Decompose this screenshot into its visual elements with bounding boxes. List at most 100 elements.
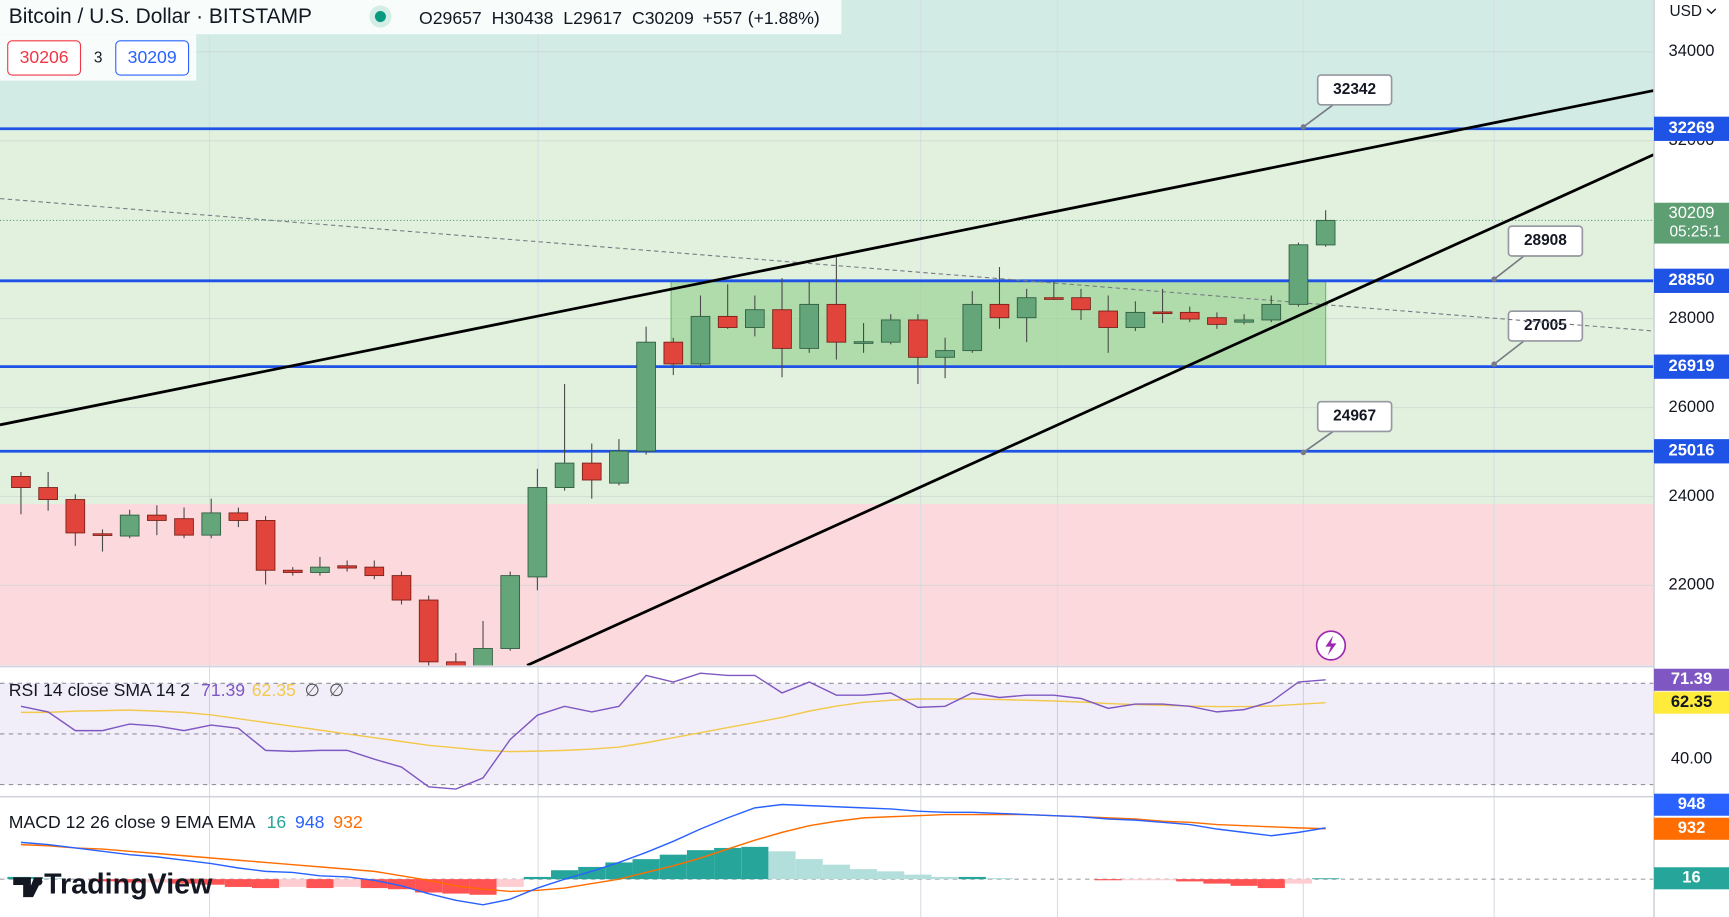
rsi-line bbox=[20, 672, 1326, 790]
candle-body bbox=[989, 303, 1010, 319]
macd-legend: MACD 12 26 close 9 EMA EMA 16 948 932 bbox=[9, 812, 363, 832]
candle-body bbox=[1288, 244, 1309, 305]
macd-value-label: 16 bbox=[1682, 868, 1700, 887]
callout-anchor bbox=[1300, 449, 1307, 456]
candle-body bbox=[446, 661, 466, 666]
callout-box bbox=[1316, 400, 1393, 433]
ohlc-value: 29657 bbox=[433, 7, 482, 27]
ask[interactable]: 30209 bbox=[128, 47, 177, 67]
rsi-tick-label: 40.00 bbox=[1671, 749, 1712, 768]
candle-body bbox=[119, 514, 140, 537]
ohlc-legend: O29657 H30438 L29617 C30209 +557 (+1.88%) bbox=[419, 7, 820, 27]
y-tick-label: 26000 bbox=[1669, 397, 1715, 416]
candle-body bbox=[38, 487, 58, 501]
rsi-extra: ∅ bbox=[329, 679, 344, 699]
macd-histogram-bar bbox=[88, 879, 117, 882]
change-pct: (+1.88%) bbox=[748, 7, 820, 27]
channel-top bbox=[0, 89, 1655, 427]
macd-histogram-bar bbox=[877, 871, 905, 880]
callout-label: 27005 bbox=[1524, 317, 1567, 334]
candle-body bbox=[799, 303, 820, 349]
ohlc-value: 29617 bbox=[573, 7, 622, 27]
macd-histogram-bar bbox=[578, 866, 606, 880]
rsi-pane bbox=[0, 672, 1655, 790]
macd-histogram-bar bbox=[143, 879, 171, 883]
callout-anchor bbox=[1491, 276, 1497, 282]
macd-histogram-bar bbox=[252, 879, 280, 889]
candles bbox=[11, 210, 1336, 666]
branding: TradingView bbox=[44, 869, 213, 901]
price-label: 30209 bbox=[1669, 203, 1715, 222]
level-label-bg bbox=[1654, 354, 1729, 379]
chart-title: Bitcoin / U.S. Dollar · BITSTAMP bbox=[9, 5, 312, 28]
candle-body bbox=[690, 315, 711, 365]
candle-body bbox=[473, 648, 493, 666]
candle-body bbox=[418, 599, 439, 663]
candle-body bbox=[1179, 311, 1200, 320]
macd-histogram-bar bbox=[1312, 878, 1340, 880]
candle-body bbox=[581, 462, 602, 481]
macd-signal-value: 932 bbox=[333, 812, 362, 832]
labels: Bitcoin / U.S. Dollar · BITSTAMP 30206 3… bbox=[9, 3, 1729, 901]
level-label: 28850 bbox=[1669, 270, 1715, 289]
macd-histogram-bar bbox=[1121, 879, 1149, 881]
macd-histogram-bar bbox=[415, 879, 443, 893]
currency[interactable]: USD bbox=[1669, 3, 1702, 20]
candle-body bbox=[391, 575, 412, 601]
price-label-bg bbox=[1654, 202, 1729, 244]
trend-lines bbox=[0, 89, 1655, 666]
macd-histogram-bar bbox=[741, 846, 769, 880]
candle-body bbox=[228, 512, 249, 521]
macd-line bbox=[20, 803, 1326, 906]
candle-body bbox=[1016, 297, 1037, 319]
macd-histogram-bar bbox=[822, 864, 850, 880]
y-tick-label: 28000 bbox=[1669, 308, 1715, 327]
macd-histogram-bar bbox=[496, 879, 524, 887]
candle-body bbox=[772, 309, 792, 349]
candle-body bbox=[1152, 311, 1173, 315]
callout-box bbox=[1316, 74, 1393, 106]
currency-chevron[interactable] bbox=[1706, 8, 1717, 15]
macd-histogram-bar bbox=[1230, 879, 1258, 886]
level-label: 32269 bbox=[1669, 118, 1715, 137]
macd-histogram-bar bbox=[34, 878, 62, 880]
candle-body bbox=[364, 566, 385, 577]
candle-body bbox=[745, 309, 765, 328]
bid[interactable]: 30206 bbox=[20, 47, 69, 67]
callout-box bbox=[1507, 225, 1584, 257]
macd-histogram-bar bbox=[659, 854, 687, 880]
callout-anchor bbox=[1491, 361, 1497, 367]
level-label: 25016 bbox=[1669, 441, 1715, 460]
ohlc-key: O bbox=[419, 7, 433, 27]
macd-pane bbox=[0, 803, 1655, 906]
candle-body bbox=[663, 341, 684, 365]
dashed-trend bbox=[0, 198, 1655, 332]
rsi-value-bg bbox=[1654, 668, 1729, 691]
callout-anchor bbox=[1300, 124, 1307, 130]
candle-body bbox=[255, 520, 276, 571]
header-bg bbox=[0, 0, 842, 35]
candle-body bbox=[92, 533, 113, 536]
bid-box[interactable] bbox=[7, 40, 82, 76]
rsi-sma-label: 62.35 bbox=[1671, 692, 1712, 711]
macd-signal-line bbox=[20, 813, 1326, 893]
callout-pointer bbox=[1493, 255, 1525, 280]
macd-value-label: 948 bbox=[1678, 794, 1706, 813]
candle-body bbox=[554, 462, 575, 489]
candle-body bbox=[1234, 319, 1254, 323]
macd-histogram-bar bbox=[1257, 879, 1285, 889]
rsi-extra: ∅ bbox=[305, 679, 320, 699]
channel-bottom bbox=[526, 153, 1655, 666]
callout-pointer bbox=[1302, 104, 1334, 128]
candle-body bbox=[1261, 303, 1282, 321]
y-tick-label: 24000 bbox=[1669, 486, 1715, 505]
ask-box[interactable] bbox=[115, 40, 190, 76]
macd-histogram-bar bbox=[333, 879, 361, 887]
callout-box bbox=[1507, 310, 1584, 342]
callout-label: 32342 bbox=[1333, 81, 1376, 98]
countdown: 05:25:1 bbox=[1669, 224, 1720, 241]
ohlc-value: 30209 bbox=[645, 7, 694, 27]
macd-histogram-bar bbox=[931, 876, 959, 880]
macd-histogram-bar bbox=[904, 874, 932, 880]
macd-value-label: 932 bbox=[1678, 818, 1706, 837]
